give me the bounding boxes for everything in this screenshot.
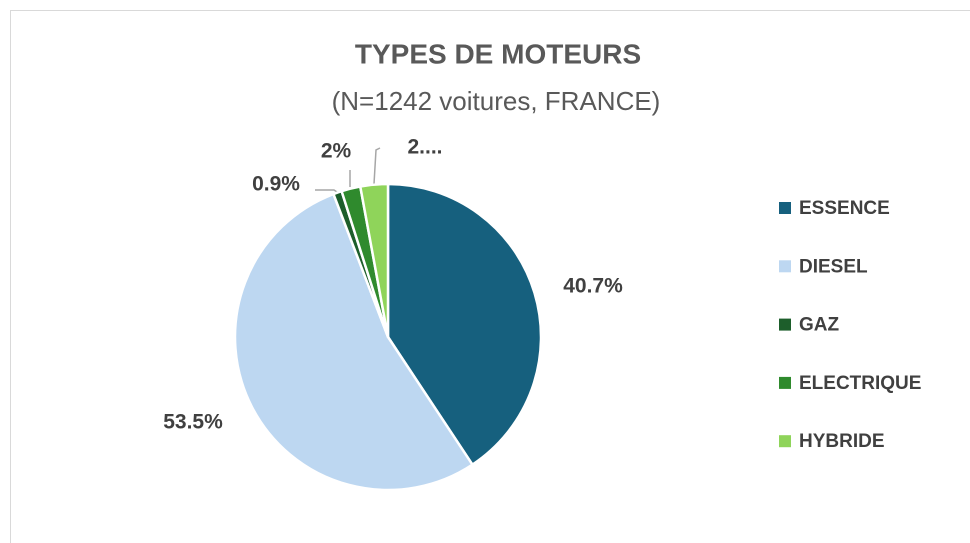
data-label: 0.9% (252, 173, 300, 196)
legend-swatch (779, 435, 791, 448)
legend-swatch (779, 260, 791, 273)
chart-subtitle: (N=1242 voitures, FRANCE) (332, 86, 661, 116)
legend-label: GAZ (799, 315, 840, 336)
leader-line (373, 147, 381, 185)
pie-slice (358, 182, 390, 338)
data-label: 2.... (407, 136, 442, 159)
legend-label: HYBRIDE (799, 431, 885, 452)
data-label: 2% (321, 140, 352, 163)
legend-label: ESSENCE (799, 198, 890, 219)
data-label: 53.5% (163, 411, 223, 434)
pie-slice (233, 192, 475, 492)
legend-label: ELECTRIQUE (799, 373, 921, 394)
legend-swatch (779, 202, 791, 214)
data-label: 40.7% (563, 275, 623, 298)
legend-swatch (779, 318, 791, 331)
chart-frame (10, 10, 970, 543)
legend-swatch (779, 376, 791, 389)
legend-label: DIESEL (799, 256, 868, 277)
chart-title: TYPES DE MOTEURS (355, 38, 641, 69)
